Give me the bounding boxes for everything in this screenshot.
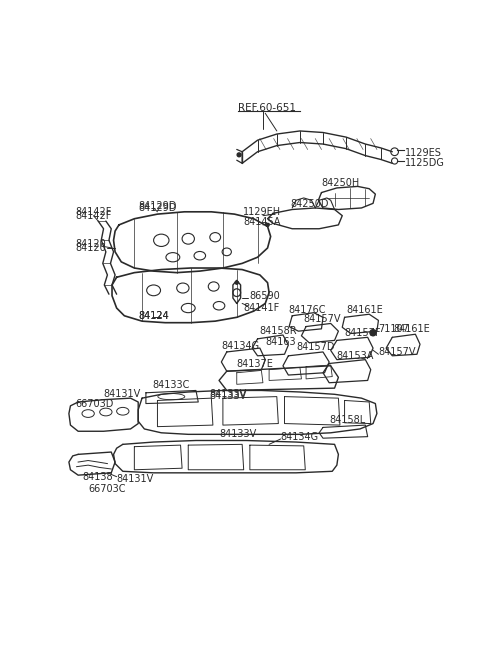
Circle shape <box>235 281 238 284</box>
Text: 84120: 84120 <box>75 243 106 253</box>
Text: 84250H: 84250H <box>322 178 360 187</box>
Text: 84131V: 84131V <box>117 474 154 484</box>
Text: 84129D: 84129D <box>138 200 177 211</box>
Text: 1125DG: 1125DG <box>406 159 445 168</box>
Text: 1129EH: 1129EH <box>243 207 281 217</box>
Text: 84124: 84124 <box>138 310 169 321</box>
Text: 84157D: 84157D <box>296 341 335 352</box>
Text: 84124: 84124 <box>138 310 169 321</box>
Circle shape <box>266 223 269 227</box>
Text: 84158L: 84158L <box>329 415 365 424</box>
Text: 1129ES: 1129ES <box>406 147 442 157</box>
Text: 84141F: 84141F <box>244 303 280 313</box>
Text: 66703D: 66703D <box>75 400 113 409</box>
Text: 84138: 84138 <box>83 472 113 483</box>
Text: 84145A: 84145A <box>243 217 280 227</box>
Text: 84153A: 84153A <box>337 351 374 361</box>
Text: 84161E: 84161E <box>346 305 383 314</box>
Text: 66703C: 66703C <box>88 484 126 494</box>
Text: 84163: 84163 <box>265 337 296 347</box>
Text: 84134G: 84134G <box>221 341 260 351</box>
Text: 84133V: 84133V <box>209 391 246 401</box>
Text: 84158R: 84158R <box>260 326 298 336</box>
Text: 84134G: 84134G <box>281 432 319 441</box>
Text: 84157F: 84157F <box>345 328 381 338</box>
Text: 84129D: 84129D <box>138 203 177 213</box>
Text: 84131V: 84131V <box>104 389 141 400</box>
Text: 84161E: 84161E <box>394 324 431 334</box>
Circle shape <box>370 329 376 336</box>
Text: 84176C: 84176C <box>288 305 326 314</box>
Text: 84142F: 84142F <box>75 211 111 221</box>
Text: REF.60-651: REF.60-651 <box>238 103 296 113</box>
Text: 84137E: 84137E <box>237 358 274 369</box>
Text: 84120: 84120 <box>75 239 106 249</box>
Text: 84142F: 84142F <box>75 207 111 217</box>
Text: 84157V: 84157V <box>304 314 341 324</box>
Text: 84133V: 84133V <box>209 389 246 400</box>
Circle shape <box>237 153 241 157</box>
Text: 84250D: 84250D <box>291 199 329 209</box>
Text: 71107: 71107 <box>378 324 409 334</box>
Text: 84157V: 84157V <box>378 347 416 357</box>
Text: 84133V: 84133V <box>219 429 256 440</box>
Text: 84133C: 84133C <box>152 380 190 390</box>
Text: 86590: 86590 <box>250 291 281 301</box>
